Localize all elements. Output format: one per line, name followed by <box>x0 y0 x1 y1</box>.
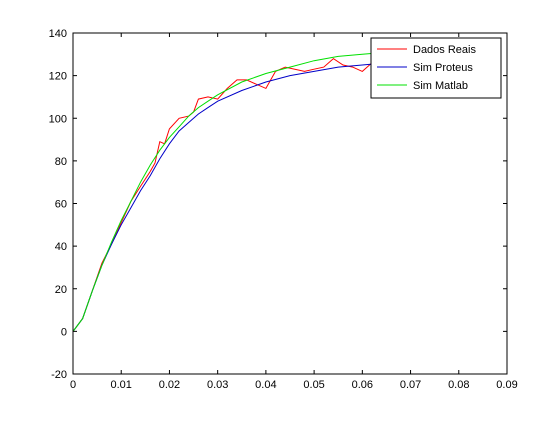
x-tick-label: 0.08 <box>448 379 469 391</box>
y-tick-label: 40 <box>55 241 67 253</box>
y-tick-label: 140 <box>49 28 67 40</box>
x-tick-label: 0.04 <box>255 379 276 391</box>
y-tick-label: 120 <box>49 71 67 83</box>
x-tick-label: 0.05 <box>303 379 324 391</box>
legend-label: Sim Proteus <box>413 62 473 74</box>
series-line-2 <box>72 60 411 332</box>
y-tick-label: 20 <box>55 284 67 296</box>
x-tick-label: 0.01 <box>111 379 132 391</box>
y-tick-label: 80 <box>55 156 67 168</box>
series-layer <box>72 49 411 332</box>
x-tick-label: 0.09 <box>496 379 517 391</box>
x-tick-label: 0.03 <box>207 379 228 391</box>
x-tick-label: 0.02 <box>159 379 180 391</box>
y-tick-label: 100 <box>49 113 67 125</box>
y-tick-label: 60 <box>55 199 67 211</box>
axes-layer: 0 0.01 0.02 0.03 0.04 0.05 0.06 0.07 0.08 0.09 -20… <box>49 28 518 391</box>
series-line-3 <box>72 49 411 332</box>
legend-box <box>370 37 502 99</box>
y-tick-label: -20 <box>51 369 67 381</box>
y-tick-label: 0 <box>61 326 67 338</box>
legend: Dados Reais Sim Proteus Sim Matlab <box>370 37 502 99</box>
x-tick-label: 0.07 <box>400 379 421 391</box>
legend-label: Dados Reais <box>413 44 476 56</box>
x-tick-label: 0 <box>70 379 76 391</box>
x-tick-label: 0.06 <box>352 379 373 391</box>
legend-label: Sim Matlab <box>413 80 468 92</box>
